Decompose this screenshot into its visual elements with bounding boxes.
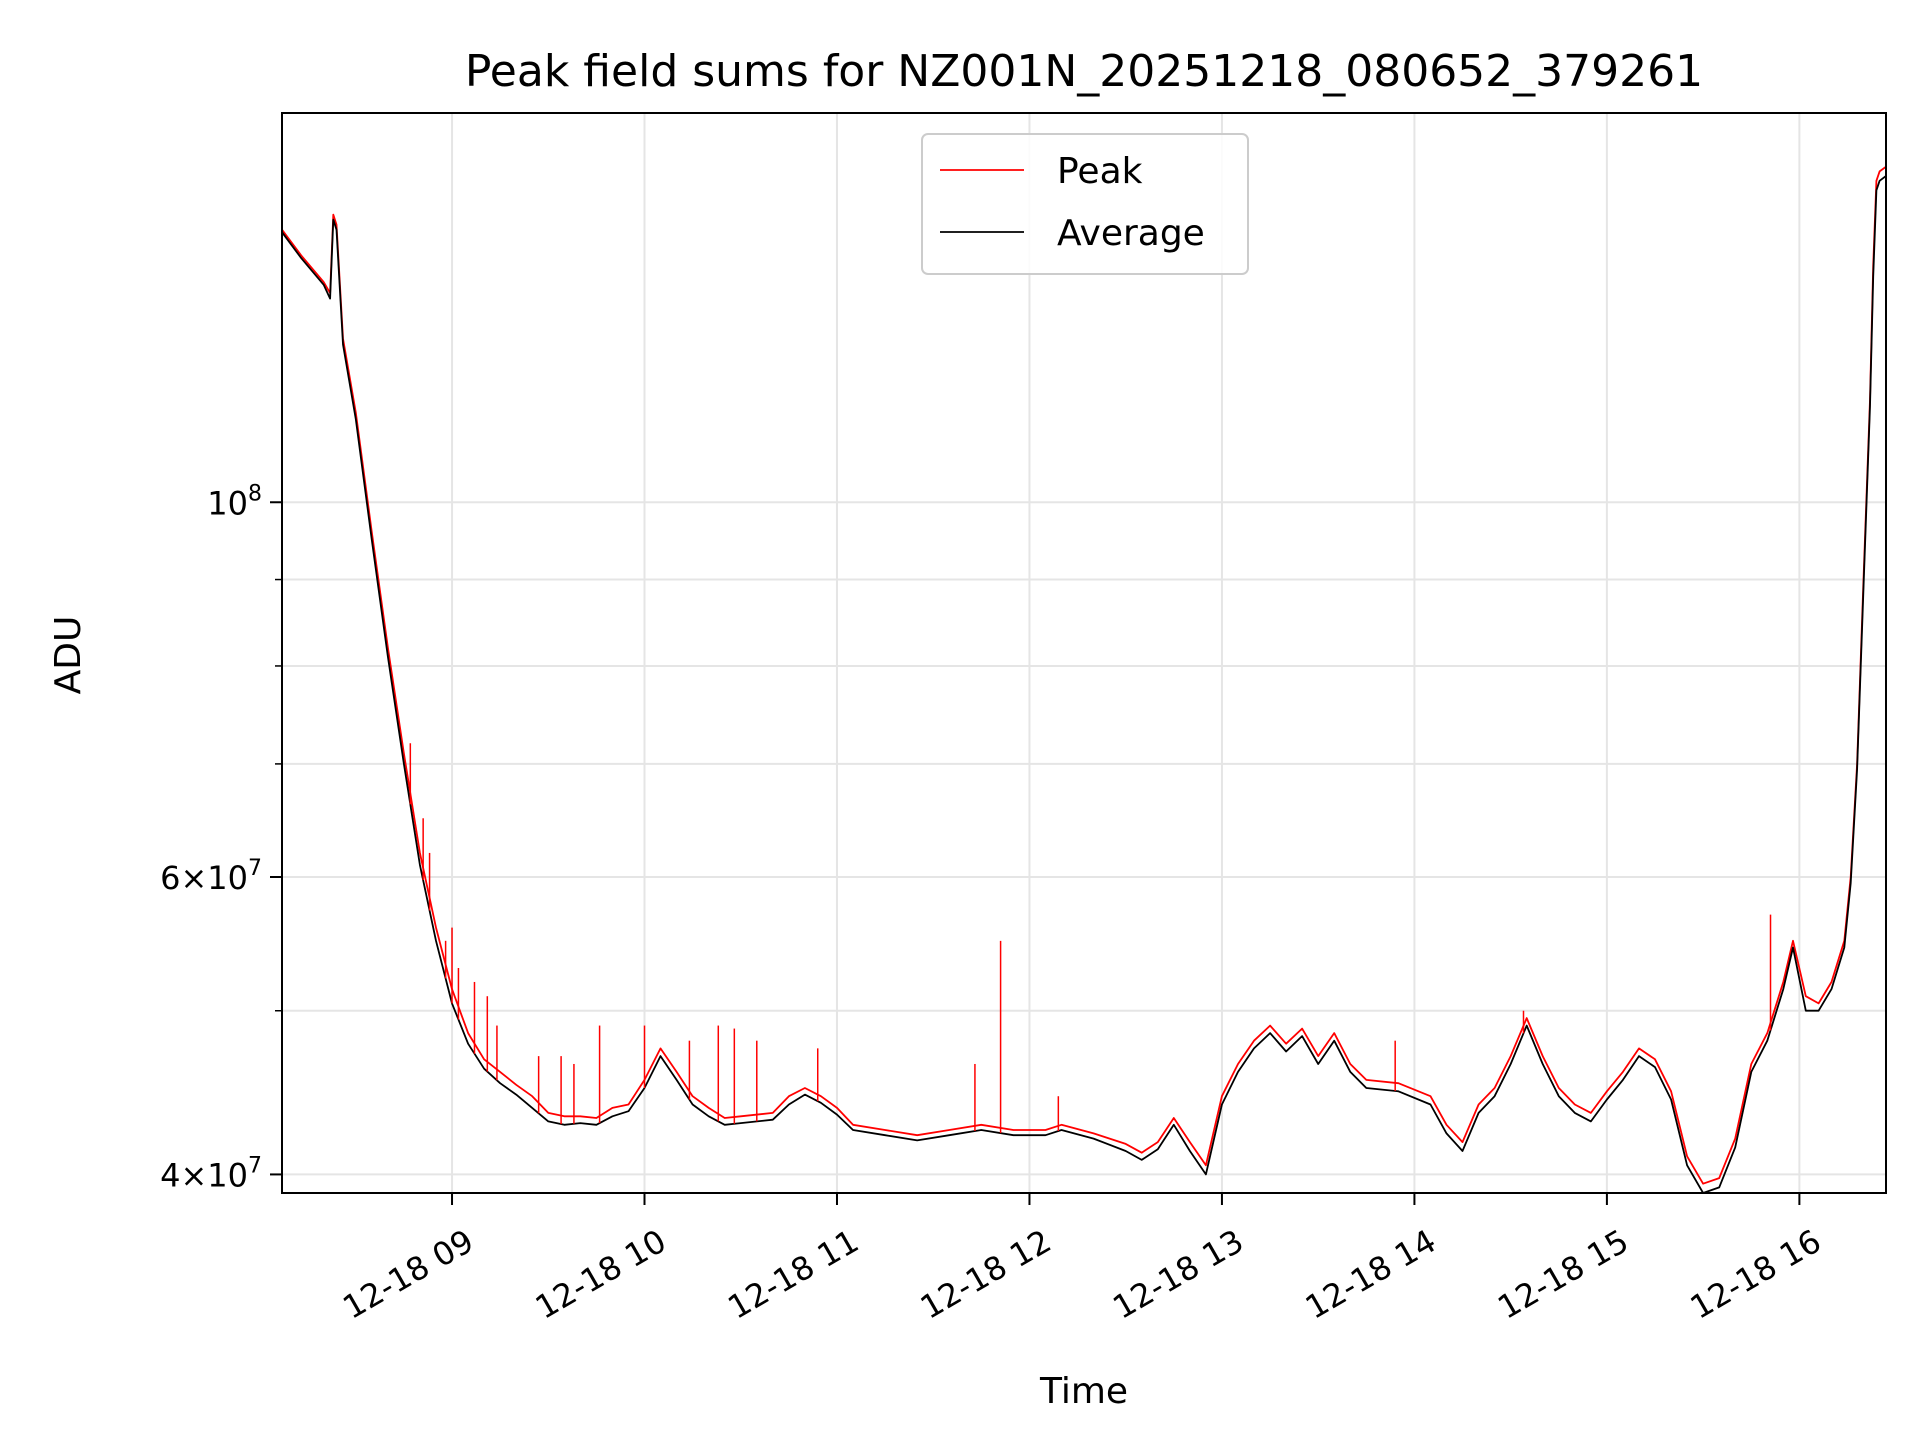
y-tick-label: 6×107 xyxy=(160,856,262,897)
x-axis-label: Time xyxy=(1039,1371,1128,1412)
x-tick-label: 12-18 14 xyxy=(1299,1222,1443,1327)
x-tick-label: 12-18 16 xyxy=(1684,1222,1828,1327)
series-layer xyxy=(282,165,1886,1193)
x-tick-label: 12-18 15 xyxy=(1491,1222,1635,1327)
series-line-peak xyxy=(282,165,1886,1185)
x-tick-label: 12-18 09 xyxy=(336,1222,480,1327)
series-line-average xyxy=(282,175,1886,1193)
chart-title: Peak field sums for NZ001N_20251218_0806… xyxy=(465,46,1703,97)
legend-box xyxy=(921,133,1249,275)
x-tick-label: 12-18 11 xyxy=(721,1222,865,1327)
x-tick-label: 12-18 12 xyxy=(914,1222,1058,1327)
legend-average-label: Average xyxy=(1057,213,1205,254)
plot-frame xyxy=(281,112,1887,1194)
x-tick-label: 12-18 10 xyxy=(529,1222,673,1327)
x-tick-label: 12-18 13 xyxy=(1106,1222,1250,1327)
y-tick-label: 108 xyxy=(207,481,262,522)
legend: Peak Average xyxy=(921,133,1249,275)
y-tick-label: 4×107 xyxy=(160,1153,262,1194)
grid-lines xyxy=(282,113,1886,1193)
x-axis-ticks: 12-18 09 12-18 10 12-18 11 12-18 12 12-18 13… xyxy=(336,1193,1827,1327)
y-axis-label: ADU xyxy=(48,616,89,695)
y-axis-ticks: 108 6×107 4×107 xyxy=(160,481,282,1194)
legend-peak-label: Peak xyxy=(1057,151,1143,192)
